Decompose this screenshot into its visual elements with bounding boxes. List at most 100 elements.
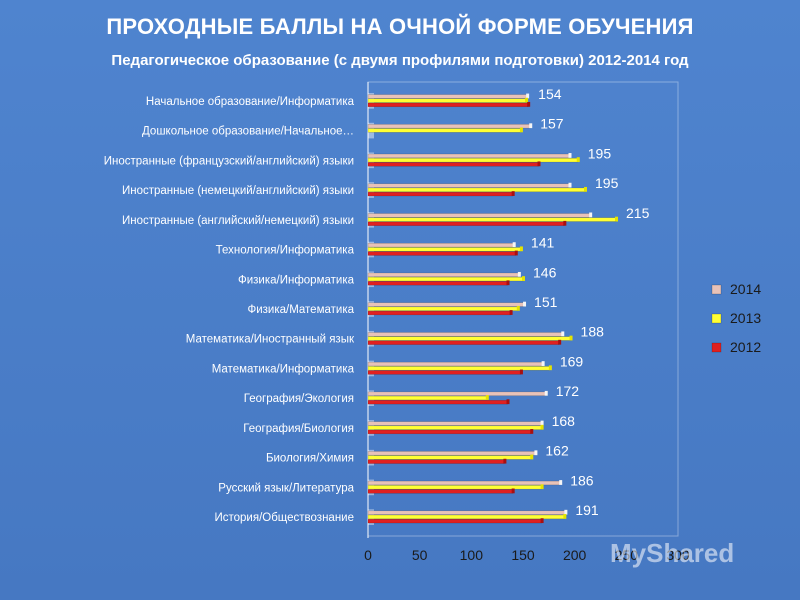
bar-cap-2014: [529, 123, 533, 129]
category-label: Технология/Информатика: [216, 245, 355, 257]
bar-cap-2013: [615, 216, 618, 222]
data-label: 151: [534, 294, 558, 310]
bar-2012: [367, 370, 522, 375]
bar-2013: [367, 306, 519, 311]
bar-cap-2012: [503, 458, 507, 464]
bar-cap-2012: [527, 101, 531, 107]
x-tick-label: 250: [615, 547, 639, 563]
x-tick-label: 200: [563, 547, 587, 563]
bar-2013: [367, 455, 532, 460]
bar-cap-2013: [530, 454, 534, 460]
bar-2014: [367, 124, 531, 129]
bar-cap-2013: [569, 335, 573, 341]
legend-label-2013: 2013: [730, 310, 761, 326]
bar-2014: [367, 451, 536, 456]
data-label: 157: [540, 116, 564, 132]
bar-2013: [367, 187, 586, 193]
bar-2012: [367, 162, 539, 167]
bar-cap-2012: [509, 310, 513, 315]
bar-2014: [367, 332, 563, 337]
bar-cap-2014: [544, 390, 548, 396]
bar-2014: [367, 421, 542, 426]
bar-2012: [367, 221, 565, 226]
bar-cap-2013: [563, 514, 567, 519]
bar-2012: [367, 340, 560, 345]
data-label: 195: [595, 175, 619, 191]
bar-cap-2012: [530, 429, 534, 434]
bar-cap-2012: [511, 488, 515, 494]
category-label: Русский язык/Литература: [218, 482, 354, 494]
bar-cap-2014: [512, 242, 516, 248]
data-label: 172: [556, 383, 580, 399]
bar-cap-2014: [568, 153, 572, 158]
bar-2013: [367, 217, 617, 222]
data-label: 188: [581, 324, 605, 340]
bar-cap-2014: [568, 182, 572, 188]
bar-2014: [367, 361, 543, 367]
bar-cap-2014: [561, 331, 565, 337]
category-label: Дошкольное образование/Начальное…: [142, 126, 354, 138]
bar-2012: [367, 191, 513, 197]
bar-cap-2012: [558, 339, 562, 345]
category-label: Иностранные (французский/английский) язы…: [104, 155, 354, 167]
category-label: География/Экология: [244, 393, 354, 405]
category-label: Иностранные (английский/немецкий) языки: [122, 215, 354, 227]
bar-2012: [367, 518, 542, 524]
data-label: 168: [552, 413, 576, 429]
bar-2014: [367, 302, 525, 307]
bar-2013: [367, 98, 527, 103]
category-label: История/Обществознание: [214, 512, 354, 524]
bar-cap-2012: [506, 280, 510, 286]
bar-cap-2013: [576, 157, 580, 163]
category-label: Начальное образование/Информатика: [146, 96, 355, 108]
bar-cap-2013: [584, 186, 587, 192]
bar-cap-2014: [523, 301, 527, 307]
category-label: Математика/Иностранный язык: [186, 334, 355, 346]
bar-cap-2013: [516, 305, 520, 311]
bar-2012: [367, 459, 505, 464]
data-label: 146: [533, 264, 557, 280]
bar-2013: [367, 395, 488, 401]
bar-2014: [367, 183, 570, 188]
bar-2013: [367, 247, 522, 252]
bar-cap-2014: [526, 93, 530, 99]
bar-cap-2012: [506, 399, 510, 405]
data-label: 186: [570, 472, 594, 488]
data-label: 162: [545, 443, 569, 459]
bar-cap-2014: [540, 420, 544, 426]
bar-cap-2013: [519, 127, 523, 133]
bar-2012: [367, 400, 508, 405]
bar-cap-2013: [519, 246, 523, 252]
bar-2014: [367, 94, 528, 99]
bar-cap-2012: [540, 518, 544, 524]
bar-cap-2014: [534, 450, 538, 456]
bar-2012: [367, 429, 532, 435]
legend-label-2012: 2012: [730, 339, 761, 355]
bar-2014: [367, 391, 546, 396]
bar-2014: [367, 242, 514, 248]
bar-2013: [367, 514, 565, 520]
bar-cap-2012: [563, 220, 567, 226]
bar-cap-2012: [537, 161, 541, 167]
legend-swatch-2012: [711, 342, 722, 353]
chart-subtitle: Педагогическое образование (с двумя проф…: [111, 52, 689, 69]
x-tick-label: 100: [460, 547, 484, 563]
legend-label-2014: 2014: [730, 281, 761, 297]
category-label: Физика/Информатика: [238, 274, 355, 286]
category-label: Физика/Математика: [247, 304, 354, 316]
category-label: География/Биология: [243, 423, 354, 435]
data-label: 191: [575, 502, 599, 518]
chart-title: ПРОХОДНЫЕ БАЛЛЫ НА ОЧНОЙ ФОРМЕ ОБУЧЕНИЯ: [106, 14, 694, 39]
bar-cap-2013: [540, 424, 544, 430]
bar-cap-2013: [525, 97, 529, 103]
watermark-logo: MyShared: [610, 538, 735, 568]
bar-2013: [367, 425, 542, 430]
bar-2012: [367, 281, 508, 286]
bar-2014: [367, 480, 561, 486]
bar-cap-2012: [511, 191, 515, 196]
bar-2014: [367, 153, 570, 159]
bar-2013: [367, 128, 522, 133]
bar-2012: [367, 251, 517, 256]
